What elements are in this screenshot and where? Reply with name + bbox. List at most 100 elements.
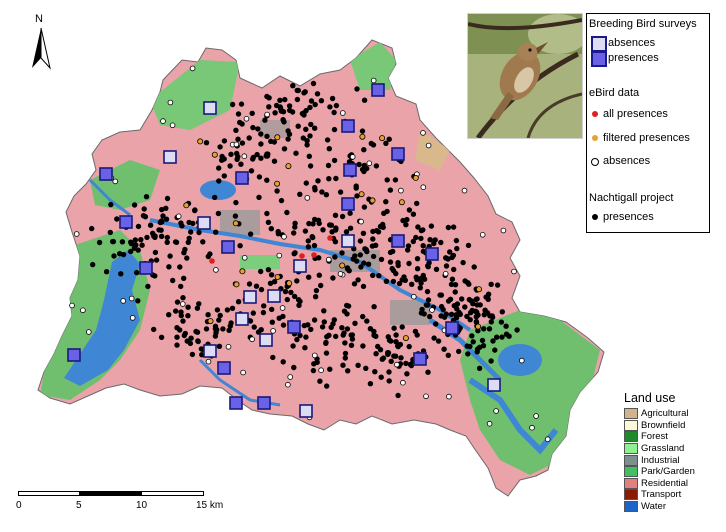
nachtigall-presence bbox=[387, 187, 394, 193]
nachtigall-presence bbox=[196, 229, 202, 236]
nachtigall-presence bbox=[131, 202, 138, 208]
ebird-absence bbox=[264, 111, 270, 118]
breeding-presence-square bbox=[391, 234, 405, 248]
nachtigall-presence bbox=[418, 227, 425, 234]
nachtigall-presence bbox=[203, 140, 210, 146]
nachtigall-presence bbox=[186, 219, 192, 226]
nachtigall-presence bbox=[371, 304, 377, 310]
nachtigall-presence bbox=[391, 325, 397, 331]
nachtigall-presence bbox=[400, 217, 406, 224]
ebird-filtered-presence bbox=[475, 286, 482, 293]
ebird-absence bbox=[423, 393, 429, 400]
nachtigall-presence bbox=[399, 324, 405, 330]
nachtigall-presence bbox=[152, 273, 158, 279]
nachtigall-presence bbox=[285, 136, 291, 142]
nachtigall-presence bbox=[315, 217, 322, 223]
nachtigall-presence bbox=[277, 97, 283, 104]
ebird-absence bbox=[311, 352, 318, 359]
nachtigall-presence bbox=[488, 281, 494, 287]
nachtigall-presence bbox=[188, 229, 194, 235]
nachtigall-presence bbox=[261, 303, 267, 309]
nachtigall-presence bbox=[132, 237, 138, 243]
nachtigall-presence bbox=[307, 133, 313, 139]
nachtigall-presence bbox=[308, 98, 315, 104]
nachtigall-presence bbox=[438, 239, 444, 246]
nachtigall-presence bbox=[275, 228, 281, 235]
nachtigall-presence bbox=[264, 133, 270, 139]
nachtigall-presence bbox=[441, 346, 447, 352]
legend-ebird-filtered: filtered presences bbox=[603, 132, 690, 144]
ebird-filtered-symbol bbox=[592, 135, 598, 141]
nachtigall-presence bbox=[250, 156, 256, 162]
nachtigall-presence bbox=[314, 91, 321, 97]
nachtigall-presence bbox=[492, 347, 498, 353]
ebird-absence bbox=[529, 424, 535, 431]
nachtigall-presence bbox=[178, 309, 184, 315]
ebird-absence bbox=[349, 154, 356, 160]
nachtigall-presence bbox=[221, 156, 227, 162]
nachtigall-presence bbox=[239, 121, 245, 127]
nachtigall-presence bbox=[481, 326, 487, 332]
nachtigall-presence bbox=[479, 337, 486, 344]
nachtigall-presence bbox=[158, 233, 165, 239]
nachtigall-presence bbox=[181, 332, 187, 339]
nachtigall-presence bbox=[477, 302, 483, 308]
legend-breeding-presences: presences bbox=[608, 52, 659, 64]
nachtigall-presence bbox=[238, 101, 245, 107]
nachtigall-presence bbox=[268, 272, 275, 278]
nachtigall-presence bbox=[428, 223, 435, 229]
breeding-absence-square bbox=[299, 404, 313, 418]
nachtigall-presence bbox=[159, 206, 165, 213]
nachtigall-presence bbox=[258, 327, 264, 333]
nachtigall-presence bbox=[96, 239, 103, 246]
ebird-filtered-presence bbox=[274, 134, 281, 141]
nachtigall-presence bbox=[166, 264, 172, 270]
scale-label-0: 0 bbox=[16, 500, 22, 511]
nachtigall-presence bbox=[344, 311, 350, 317]
nachtigall-presence bbox=[153, 257, 160, 263]
nachtigall-presence bbox=[449, 276, 456, 282]
ebird-filtered-presence bbox=[286, 280, 293, 287]
nachtigall-presence bbox=[110, 238, 116, 245]
nachtigall-presence bbox=[315, 178, 321, 184]
land-use-item: Brownfield bbox=[624, 419, 720, 432]
nachtigall-presence bbox=[145, 283, 151, 290]
nachtigall-presence bbox=[311, 242, 318, 249]
nachtigall-presence bbox=[238, 161, 244, 167]
nachtigall-presence bbox=[328, 222, 335, 228]
nachtigall-presence bbox=[339, 250, 345, 256]
nachtigall-presence bbox=[282, 96, 288, 103]
nachtigall-presence bbox=[361, 147, 367, 153]
nachtigall-presence bbox=[246, 135, 252, 141]
nachtigall-presence bbox=[265, 267, 272, 273]
nachtigall-presence bbox=[330, 275, 336, 281]
nachtigall-presence bbox=[294, 96, 301, 103]
nachtigall-presence bbox=[381, 210, 387, 216]
nachtigall-presence bbox=[306, 153, 312, 159]
nachtigall-presence bbox=[349, 336, 356, 342]
nachtigall-presence bbox=[435, 338, 442, 344]
nachtigall-presence bbox=[413, 234, 419, 241]
nachtigall-presence bbox=[233, 199, 239, 206]
nachtigall-presence bbox=[370, 142, 377, 148]
nachtigall-presence bbox=[388, 338, 394, 344]
nachtigall-presence bbox=[305, 244, 312, 250]
ebird-absence bbox=[461, 187, 468, 194]
nachtigall-presence bbox=[316, 272, 322, 278]
north-arrow bbox=[26, 14, 56, 72]
nachtigall-presence bbox=[449, 254, 455, 261]
ebird-all-presence bbox=[209, 258, 215, 264]
nachtigall-presence bbox=[205, 312, 211, 318]
nachtigall-presence bbox=[469, 333, 475, 339]
ebird-absence bbox=[169, 122, 176, 129]
ebird-absence bbox=[160, 118, 166, 124]
nachtigall-presence bbox=[212, 323, 219, 329]
nachtigall-presence bbox=[323, 350, 330, 356]
ebird-absence bbox=[339, 110, 346, 116]
land-use-label: Water bbox=[641, 501, 666, 513]
nachtigall-presence bbox=[453, 237, 460, 244]
nachtigall-presence bbox=[192, 207, 198, 213]
nachtigall-presence bbox=[360, 313, 366, 320]
nachtigall-presence bbox=[289, 109, 296, 115]
nachtigall-presence bbox=[235, 136, 241, 142]
